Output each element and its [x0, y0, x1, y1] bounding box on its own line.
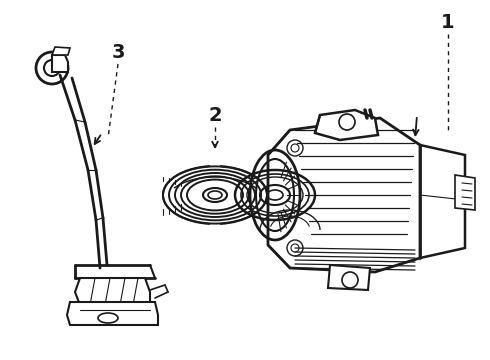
Polygon shape [67, 302, 158, 325]
Polygon shape [52, 47, 70, 55]
Text: 1: 1 [441, 13, 455, 32]
Text: 3: 3 [111, 42, 125, 62]
Polygon shape [455, 175, 475, 210]
Text: 2: 2 [208, 105, 222, 125]
Polygon shape [75, 278, 150, 305]
Polygon shape [268, 118, 420, 272]
Polygon shape [420, 145, 465, 258]
Polygon shape [315, 110, 378, 140]
Polygon shape [328, 265, 370, 290]
Polygon shape [52, 55, 68, 72]
